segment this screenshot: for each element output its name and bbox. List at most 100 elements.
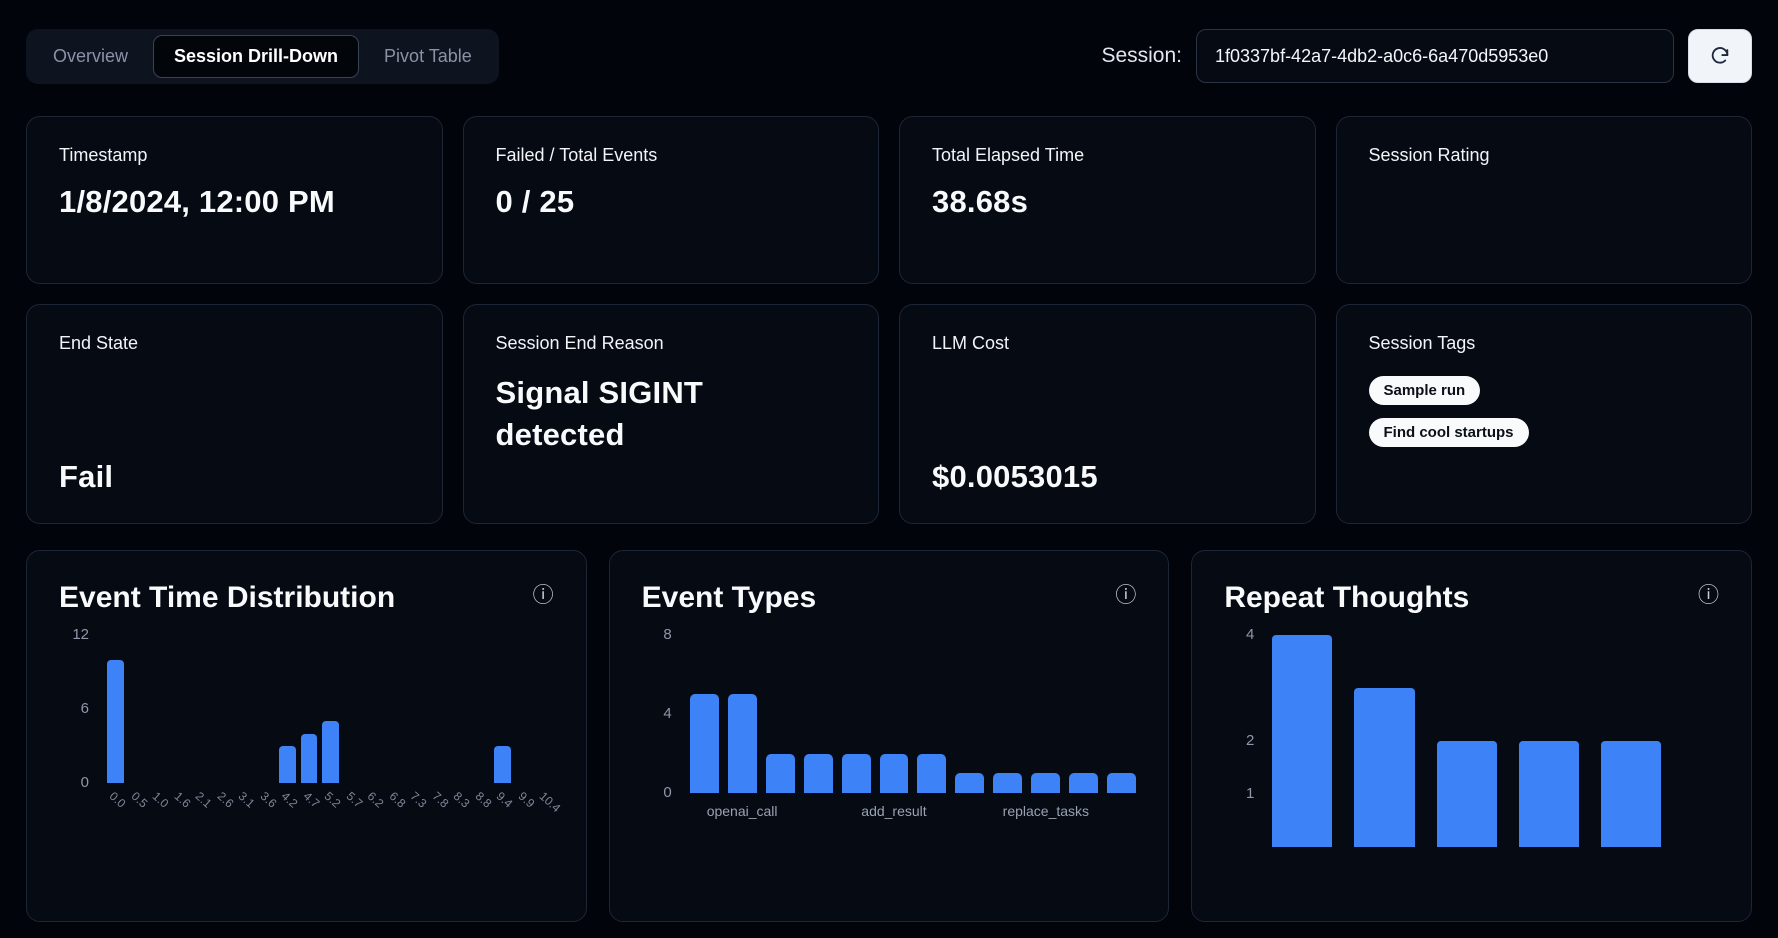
stat-card-total-elapsed-time: Total Elapsed Time 38.68s <box>899 116 1316 284</box>
stat-card-session-tags: Session Tags Sample run Find cool startu… <box>1335 304 1752 524</box>
plot-wrap: openai_call add_result replace_tasks <box>689 635 1137 825</box>
x-tick-label: 4.2 <box>278 789 301 811</box>
session-tags: Sample run Find cool startups <box>1368 376 1720 447</box>
tag-pill: Sample run <box>1368 376 1481 405</box>
tab-session-drill-down[interactable]: Session Drill-Down <box>153 34 360 78</box>
stat-label: Timestamp <box>59 145 148 165</box>
bar <box>1031 773 1061 793</box>
stat-label: Session Rating <box>1368 145 1490 165</box>
bar <box>107 659 124 783</box>
stat-cards: Timestamp 1/8/2024, 12:00 PM Failed / To… <box>26 116 1752 524</box>
bar <box>1107 773 1137 793</box>
chart-title: Event Time Distribution <box>59 581 396 614</box>
bar <box>1069 773 1099 793</box>
refresh-icon <box>1711 47 1729 64</box>
stat-label: Failed / Total Events <box>495 145 658 165</box>
refresh-button[interactable] <box>1688 29 1752 83</box>
bar <box>727 694 757 793</box>
x-tick-cell <box>766 793 795 825</box>
x-tick-label: 3.1 <box>235 789 258 811</box>
x-tick-cell: 0.0 <box>107 783 129 839</box>
x-tick-cell <box>1069 793 1098 825</box>
chart-body: 1 2 4 <box>1224 627 1719 847</box>
session-id-input[interactable] <box>1196 29 1674 83</box>
stat-value: Fail <box>59 459 114 494</box>
x-tick-label: 1.6 <box>171 789 193 811</box>
info-icon[interactable]: ⓘ <box>1698 584 1719 607</box>
bar <box>841 753 871 793</box>
plot-area <box>689 635 1137 793</box>
y-tick-label: 8 <box>663 626 672 643</box>
x-tick-label: 6.8 <box>386 789 408 811</box>
x-tick-label: 4.7 <box>300 789 322 811</box>
y-tick-label: 0 <box>663 784 672 801</box>
x-tick-label: 5.7 <box>343 789 365 811</box>
tab-overview[interactable]: Overview <box>32 35 149 78</box>
plot-area <box>1272 635 1719 847</box>
x-tick-cell: 4.7 <box>300 783 322 839</box>
x-tick-cell: 9.4 <box>494 783 516 839</box>
x-tick-label: 6.2 <box>364 789 387 811</box>
x-tick-cell: 6.8 <box>386 783 408 839</box>
bar <box>1272 635 1333 847</box>
chart-header: Event Types ⓘ <box>642 581 1137 615</box>
bar <box>494 746 511 783</box>
x-tick-label: 9.9 <box>515 789 537 811</box>
plot-area <box>107 635 554 783</box>
x-tick-label: 8.8 <box>472 789 494 811</box>
x-tick-cell: 4.2 <box>279 783 301 839</box>
stat-label: Session Tags <box>1368 333 1476 353</box>
y-tick-label: 2 <box>1245 732 1255 749</box>
x-tick-label: add_result <box>861 803 927 819</box>
bar <box>917 753 947 793</box>
x-tick-label: 1.0 <box>149 789 172 811</box>
chart-body: 0 4 8 openai_call add_result replace_tasks <box>642 627 1137 825</box>
chart-header: Repeat Thoughts ⓘ <box>1224 581 1719 615</box>
x-tick-cell: 9.9 <box>515 783 537 839</box>
x-tick-label: 2.1 <box>192 789 215 811</box>
chart-card-event-time-distribution: Event Time Distribution ⓘ 0 6 12 0.0 0.5 1.0… <box>26 550 587 922</box>
x-tick-cell: 2.6 <box>214 783 236 839</box>
x-tick-cell <box>1107 793 1136 825</box>
info-icon[interactable]: ⓘ <box>532 584 554 607</box>
session-selector: Session: <box>1101 29 1752 83</box>
y-axis: 0 6 12 <box>59 627 95 790</box>
x-tick-cell: 5.2 <box>322 783 344 839</box>
x-tick-label: 5.2 <box>321 789 344 811</box>
bar <box>803 753 833 793</box>
stat-card-end-state: End State Fail <box>26 304 443 524</box>
x-tick-cell: 1.0 <box>150 783 172 839</box>
stat-value: 0 / 25 <box>495 184 575 219</box>
stat-value: 1/8/2024, 12:00 PM <box>59 184 335 219</box>
stat-card-session-end-reason: Session End Reason Signal SIGINT detecte… <box>462 304 879 524</box>
stat-label: Total Elapsed Time <box>932 145 1085 165</box>
x-tick-cell: add_result <box>861 793 926 825</box>
stat-label: Session End Reason <box>495 333 664 353</box>
stat-card-failed-total-events: Failed / Total Events 0 / 25 <box>462 116 879 284</box>
x-tick-cell: 10.4 <box>537 783 564 839</box>
y-axis: 1 2 4 <box>1224 627 1260 847</box>
y-tick-label: 1 <box>1245 785 1255 802</box>
bar <box>993 773 1023 793</box>
x-tick-cell: 6.2 <box>365 783 387 839</box>
x-tick-cell <box>804 793 833 825</box>
plot-wrap: 0.0 0.5 1.0 1.6 2.1 2.6 3.1 3.6 4.2 4.7 5.2 5.7 6.2 6… <box>107 635 564 839</box>
y-axis: 0 4 8 <box>642 627 678 800</box>
bar <box>765 753 795 793</box>
x-tick-cell: openai_call <box>707 793 778 825</box>
stat-label: End State <box>59 333 139 353</box>
x-tick-cell: 1.6 <box>171 783 193 839</box>
tab-pivot-table[interactable]: Pivot Table <box>363 35 493 78</box>
bar <box>279 746 296 783</box>
bar <box>955 773 985 793</box>
chart-card-event-types: Event Types ⓘ 0 4 8 openai_call add_result r… <box>608 550 1170 922</box>
y-tick-label: 6 <box>80 700 89 717</box>
x-tick-cell: 7.8 <box>429 783 451 839</box>
y-tick-label: 0 <box>80 774 89 791</box>
plot-wrap <box>1272 635 1719 847</box>
info-icon[interactable]: ⓘ <box>1115 584 1137 607</box>
stat-card-timestamp: Timestamp 1/8/2024, 12:00 PM <box>26 116 443 284</box>
session-label: Session: <box>1101 44 1182 67</box>
x-tick-label: 3.6 <box>257 789 279 811</box>
x-tick-cell: 2.1 <box>193 783 215 839</box>
